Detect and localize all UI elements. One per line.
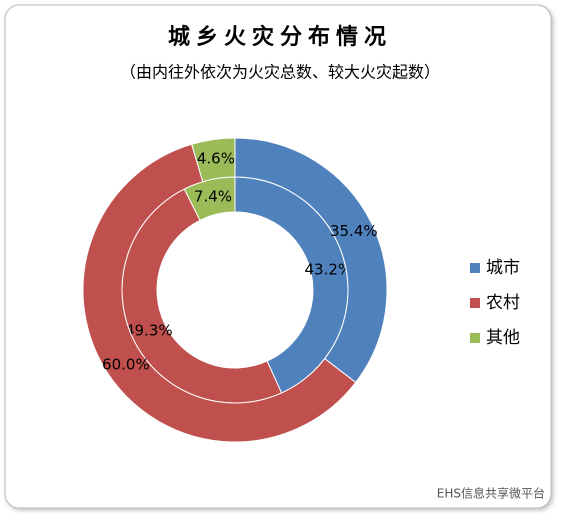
- data-label: 7.4%: [194, 188, 232, 206]
- chart-title: 城乡火灾分布情况: [168, 24, 392, 50]
- legend-swatch: [470, 333, 480, 343]
- data-label: 4.6%: [197, 149, 235, 167]
- data-label: 49.3%: [125, 322, 173, 340]
- legend-label: 农村: [486, 293, 520, 313]
- legend-swatch: [470, 263, 480, 273]
- legend-label: 其他: [486, 328, 520, 348]
- legend-swatch: [470, 298, 480, 308]
- legend-label: 城市: [486, 258, 520, 278]
- chart-subtitle: （由内往外依次为火灾总数、较大火灾起数）: [120, 63, 440, 82]
- donut-segment: [82, 143, 357, 443]
- watermark: EHS信息共享微平台: [437, 486, 545, 501]
- data-label: 43.2%: [305, 260, 353, 278]
- donut-segment: [191, 137, 236, 183]
- data-label: 60.0%: [102, 356, 150, 374]
- data-label: 35.4%: [330, 222, 378, 240]
